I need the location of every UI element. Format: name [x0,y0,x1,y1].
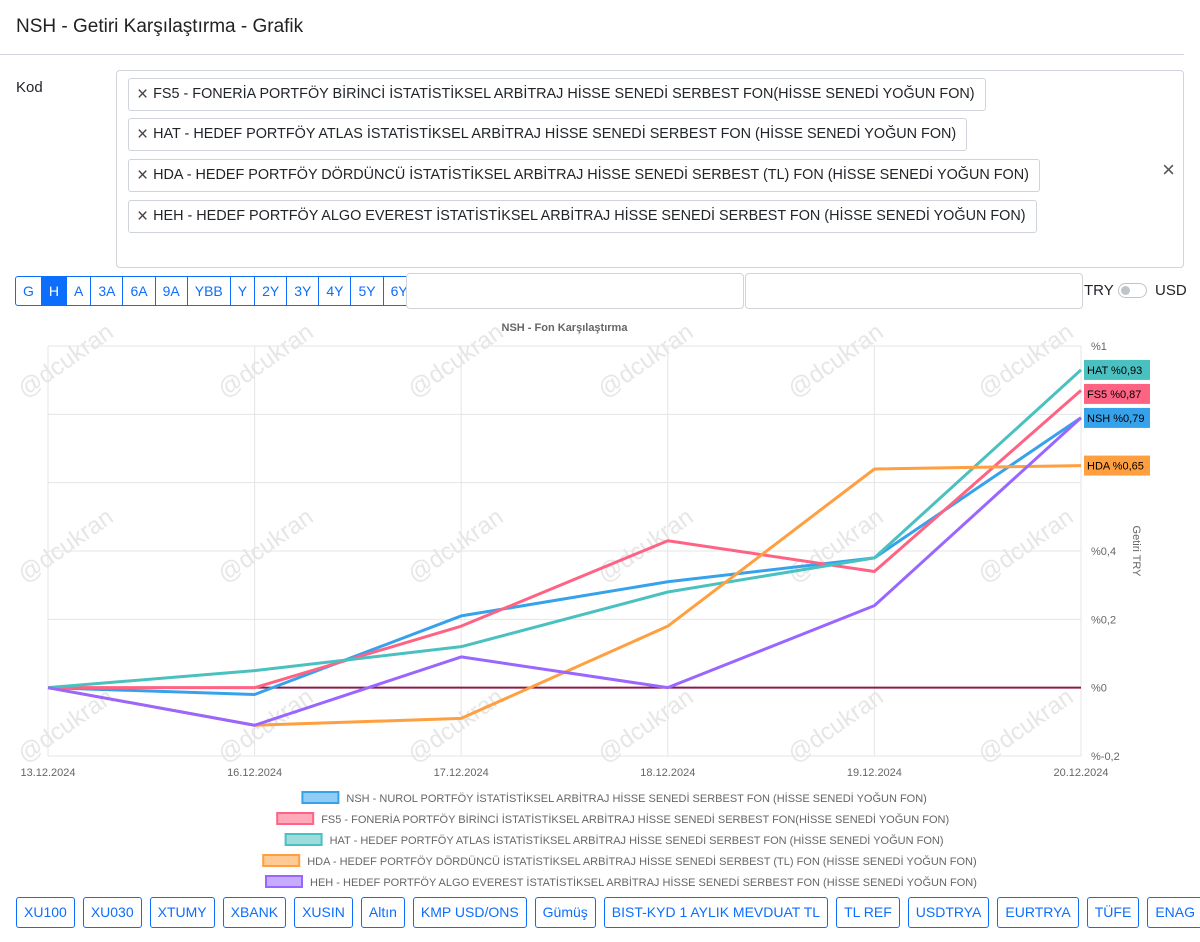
end-label-box [1084,359,1150,380]
end-label: HDA %0,65 [1087,461,1144,473]
benchmark-button[interactable]: XTUMY [149,897,215,928]
period-button-5y[interactable]: 5Y [350,276,384,306]
benchmark-button[interactable]: EURTRYA [997,897,1079,928]
period-button-3a[interactable]: 3A [90,276,124,306]
watermark-text: @dcukran [973,503,1078,588]
legend-swatch [276,812,315,825]
watermark-text: @dcukran [403,318,508,403]
series-line-hat [47,368,1083,690]
clear-all-icon[interactable]: × [1162,157,1175,182]
series-line-heh [47,416,1083,727]
page-title: NSH - Getiri Karşılaştırma - Grafik [16,16,304,37]
period-button-g[interactable]: G [15,276,42,306]
selected-fund-tag: × HDA - HEDEF PORTFÖY DÖRDÜNCÜ İSTATİSTİ… [128,159,1040,192]
close-icon[interactable]: × [137,165,149,186]
benchmark-button[interactable]: XBANK [222,897,287,928]
legend-label: FS5 - FONERİA PORTFÖY BİRİNCİ İSTATİSTİK… [321,813,949,826]
benchmark-button-row: XU100 XU030 XTUMY XBANK XUSIN Altın KMP USD/ON… [16,897,1200,928]
selected-fund-tag: × HEH - HEDEF PORTFÖY ALGO EVEREST İSTAT… [128,200,1037,233]
watermark-text: @dcukran [213,503,318,588]
legend-label: HAT - HEDEF PORTFÖY ATLAS İSTATİSTİKSEL … [330,834,944,847]
selected-fund-label: HAT - HEDEF PORTFÖY ATLAS İSTATİSTİKSEL … [153,126,957,142]
end-label-box [1084,455,1150,476]
close-icon[interactable]: × [137,206,149,227]
legend-label: NSH - NUROL PORTFÖY İSTATİSTİKSEL ARBİTR… [346,792,926,805]
benchmark-button[interactable]: XU030 [82,897,142,928]
legend-label: HDA - HEDEF PORTFÖY DÖRDÜNCÜ İSTATİSTİKS… [307,855,976,868]
x-tick-label: 20.12.2024 [1053,767,1108,779]
benchmark-button[interactable]: TL REF [836,897,900,928]
selected-fund-tag: × FS5 - FONERİA PORTFÖY BİRİNCİ İSTATİST… [128,78,986,111]
benchmark-button[interactable]: Altın [360,897,405,928]
title-divider [0,54,1184,55]
y-tick-label: %0 [1091,683,1107,695]
y-tick-label: %1 [1091,341,1107,353]
period-button-4y[interactable]: 4Y [318,276,352,306]
start-date-input[interactable] [406,273,744,309]
watermark-text: @dcukran [593,503,698,588]
end-label-box [1084,407,1150,428]
currency-usd-label: USD [1155,282,1187,299]
benchmark-button[interactable]: KMP USD/ONS [412,897,527,928]
legend-swatch [284,833,323,846]
y-axis-label: Getiri TRY [1130,526,1142,578]
y-tick-label: %-0,2 [1091,751,1120,763]
selected-fund-label: FS5 - FONERİA PORTFÖY BİRİNCİ İSTATİSTİK… [153,86,975,102]
watermark-text: @dcukran [213,318,318,403]
period-button-6a[interactable]: 6A [122,276,156,306]
close-icon[interactable]: × [137,84,149,105]
currency-toggle[interactable] [1118,283,1147,298]
period-button-y[interactable]: Y [229,276,256,306]
x-tick-label: 18.12.2024 [640,767,695,779]
benchmark-button[interactable]: BIST-KYD 1 AYLIK MEVDUAT TL [603,897,829,928]
end-date-input[interactable] [745,273,1083,309]
series-line-nsh [47,416,1082,696]
currency-try-label: TRY [1084,282,1114,299]
chart-title: NSH - Fon Karşılaştırma [502,322,629,334]
watermark-text: @dcukran [13,318,118,403]
period-button-group: G H A 3A 6A 9A YBB Y 2Y 3Y 4Y 5Y 6Y [15,276,416,306]
watermark-text: @dcukran [783,503,888,588]
series-line-fs5 [48,389,1082,690]
end-label-box [1084,383,1150,404]
watermark-text: @dcukran [973,318,1078,403]
x-tick-label: 16.12.2024 [227,767,282,779]
legend-label: HEH - HEDEF PORTFÖY ALGO EVEREST İSTATİS… [310,876,977,889]
end-label: FS5 %0,87 [1087,389,1141,401]
period-button-h[interactable]: H [40,276,68,306]
comparison-chart: @dcukran @dcukran @dcukran @dcukran @dcukran… [13,318,1150,889]
end-label: NSH %0,79 [1087,413,1144,425]
x-tick-label: 19.12.2024 [847,767,902,779]
benchmark-button[interactable]: TÜFE [1086,897,1140,928]
period-button-3y[interactable]: 3Y [286,276,320,306]
legend-swatch [262,854,301,867]
benchmark-button[interactable]: ENAG [1147,897,1200,928]
kod-label: Kod [16,79,43,96]
x-tick-label: 13.12.2024 [20,767,75,779]
y-tick-label: %0,2 [1091,614,1116,626]
watermark-text: @dcukran [783,318,888,403]
watermark-text: @dcukran [13,503,118,588]
selected-fund-label: HEH - HEDEF PORTFÖY ALGO EVEREST İSTATİS… [153,208,1026,224]
benchmark-button[interactable]: XUSIN [294,897,353,928]
period-button-2y[interactable]: 2Y [254,276,288,306]
legend-swatch [301,791,340,804]
benchmark-button[interactable]: USDTRYA [907,897,990,928]
period-button-ybb[interactable]: YBB [186,276,231,306]
period-button-a[interactable]: A [66,276,92,306]
end-label: HAT %0,93 [1087,365,1142,377]
legend-swatch [265,875,303,888]
x-tick-label: 17.12.2024 [434,767,489,779]
y-tick-label: %0,4 [1091,546,1116,558]
selected-fund-label: HDA - HEDEF PORTFÖY DÖRDÜNCÜ İSTATİSTİKS… [153,167,1029,183]
watermark-text: @dcukran [403,503,508,588]
benchmark-button[interactable]: XU100 [16,897,75,928]
fund-multiselect[interactable]: × FS5 - FONERİA PORTFÖY BİRİNCİ İSTATİST… [116,70,1184,268]
period-button-9a[interactable]: 9A [154,276,188,306]
benchmark-button[interactable]: Gümüş [534,897,596,928]
selected-fund-tag: × HAT - HEDEF PORTFÖY ATLAS İSTATİSTİKSE… [128,118,968,151]
close-icon[interactable]: × [137,124,149,145]
